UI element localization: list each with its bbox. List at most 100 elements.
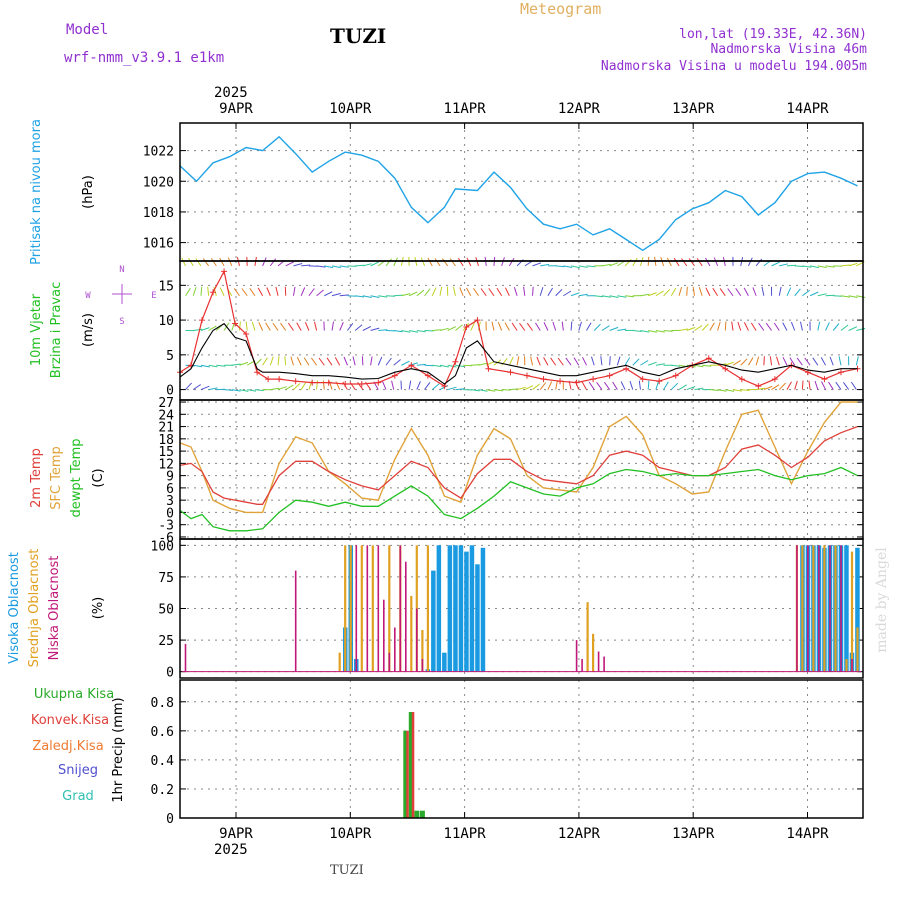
wind-arrow xyxy=(702,364,712,367)
y-tick-label: -6 xyxy=(158,531,174,546)
wind-arrow xyxy=(249,288,256,297)
cloud-unit: (%) xyxy=(91,597,106,620)
wind-arrow xyxy=(285,384,294,391)
wind-arrow xyxy=(316,289,324,297)
y-tick-label: -3 xyxy=(158,519,174,534)
y-tick-label: 100 xyxy=(151,539,174,554)
wind-label-1: 10m Vjetar xyxy=(29,293,44,366)
wind-gust-marker xyxy=(722,365,729,372)
cloud-bar-high xyxy=(844,545,849,672)
y-tick-label: 6 xyxy=(166,482,174,497)
y-tick-label: 0.8 xyxy=(151,696,174,711)
wind-arrow xyxy=(314,321,318,331)
wind-gust-marker xyxy=(210,289,217,296)
wind-arrow xyxy=(488,288,495,297)
wind-gust-marker xyxy=(540,376,547,383)
wind-arrow xyxy=(601,325,610,331)
wind-arrow xyxy=(463,364,473,367)
cloud-bar-high xyxy=(458,545,464,672)
wind-arrow xyxy=(692,286,695,296)
cloud-bar-mid xyxy=(801,545,804,672)
wind-arrow xyxy=(207,286,210,296)
wind-arrow xyxy=(459,287,464,296)
wind-arrow xyxy=(593,323,601,331)
cloud-bar-low xyxy=(603,656,605,672)
wind-arrow xyxy=(266,287,271,296)
wind-arrow xyxy=(617,260,626,267)
wind-arrow xyxy=(732,359,741,366)
wind-arrow xyxy=(241,288,248,297)
wind-arrow xyxy=(339,265,349,268)
cloud-bar-low xyxy=(416,608,418,672)
wind-arrow xyxy=(432,364,442,367)
wind-arrow xyxy=(355,295,365,298)
wind-arrow xyxy=(231,389,241,392)
wind-arrow xyxy=(513,287,518,296)
cloud-bar-mid xyxy=(388,545,391,672)
wind-arrow xyxy=(624,295,635,298)
wind-arrow xyxy=(331,265,341,269)
panel-border-clouds xyxy=(179,538,864,679)
day-label-bottom: 9APR xyxy=(219,826,253,842)
cloud-bar-low xyxy=(421,659,424,672)
wind-arrow xyxy=(840,295,850,298)
wind-arrow xyxy=(743,322,749,331)
wind-arrow xyxy=(524,260,533,267)
wind-arrow xyxy=(293,383,301,390)
wind-arrow xyxy=(326,357,333,366)
wind-arrow xyxy=(200,286,203,296)
wind-arrow xyxy=(465,287,472,296)
product-title: Meteogram xyxy=(520,0,601,18)
wind-arrow xyxy=(565,357,572,366)
wind-arrow xyxy=(324,291,333,297)
wind-arrow xyxy=(782,322,788,331)
wind-arrow xyxy=(539,287,544,296)
wind-arrow xyxy=(300,381,307,390)
wind-arrow xyxy=(532,262,542,267)
y-tick-label: 0 xyxy=(166,812,174,827)
wind-arrow xyxy=(285,261,295,267)
cloud-bar-high xyxy=(475,564,480,672)
wind-arrow xyxy=(493,389,503,392)
wind-arrow xyxy=(334,357,341,366)
cloud-bar-low xyxy=(840,545,842,672)
wind-arrow xyxy=(416,289,425,297)
wind-arrow xyxy=(393,294,403,297)
wind-arrow xyxy=(763,356,765,366)
cloud-bar-low xyxy=(366,545,369,672)
wind-arrow xyxy=(832,323,840,331)
wind-arrow xyxy=(409,330,419,333)
wind-arrow xyxy=(561,321,564,331)
wind-arrow xyxy=(401,293,411,297)
year-bottom: 2025 xyxy=(214,842,248,858)
wind-arrow xyxy=(322,380,325,390)
wind-arrow xyxy=(600,356,603,366)
wind-arrow xyxy=(200,364,210,368)
wind-arrow xyxy=(655,330,665,333)
wind-gust-marker xyxy=(221,268,228,275)
wind-arrow xyxy=(663,381,669,390)
wind-arrow xyxy=(581,381,587,390)
cloud-bar-mid xyxy=(812,545,815,672)
wind-arrow xyxy=(401,330,411,333)
wind-arrow xyxy=(193,364,203,368)
wind-arrow xyxy=(743,287,749,296)
wind-arrow xyxy=(809,291,819,297)
wind-arrow xyxy=(370,295,380,298)
cloud-bar-mid xyxy=(850,551,854,672)
panel-pressure: 1016 1018 1020 1022 Pritisak na nivou mora (h… xyxy=(29,119,863,265)
wind-arrow xyxy=(838,356,842,366)
wind-arrow xyxy=(686,286,688,296)
wind-arrow xyxy=(709,322,715,331)
cloud-bar-low xyxy=(355,545,358,672)
wind-arrow xyxy=(647,380,650,390)
cloud-bar-high xyxy=(855,547,860,672)
wind-gust-marker xyxy=(391,372,398,379)
wind-arrow xyxy=(756,387,766,391)
wind-arrow xyxy=(193,328,203,331)
wind-arrow xyxy=(696,258,703,267)
cloud-bar-mid xyxy=(410,595,413,672)
coords: lon,lat (19.33E, 42.36N) xyxy=(679,27,867,42)
wind-gust-marker xyxy=(309,379,316,386)
